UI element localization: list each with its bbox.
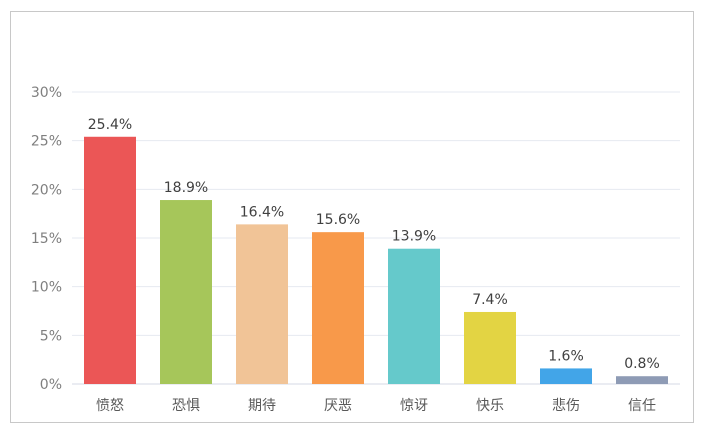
x-tick-label: 期待 — [248, 398, 276, 414]
x-tick-label: 快乐 — [476, 398, 504, 414]
y-tick-label: 30% — [31, 85, 62, 101]
bar — [464, 311, 516, 384]
y-tick-label: 5% — [40, 328, 62, 344]
y-tick-label: 25% — [31, 134, 62, 150]
bar — [540, 368, 592, 384]
x-tick-label: 恐惧 — [172, 398, 200, 414]
bar — [388, 248, 440, 384]
x-tick-label: 悲伤 — [552, 397, 580, 414]
bar — [160, 200, 212, 384]
y-tick-label: 20% — [31, 182, 62, 198]
data-label: 7.4% — [472, 292, 508, 308]
data-label: 1.6% — [548, 348, 584, 364]
bar — [312, 232, 364, 384]
x-tick-label: 惊讶 — [400, 398, 428, 414]
data-label: 25.4% — [88, 117, 132, 133]
bar — [616, 376, 668, 384]
y-tick-label: 10% — [31, 280, 62, 296]
data-label: 0.8% — [624, 356, 660, 372]
x-tick-label: 厌恶 — [324, 398, 352, 414]
data-label: 15.6% — [316, 212, 360, 228]
data-label: 18.9% — [164, 180, 208, 196]
x-tick-label: 愤怒 — [96, 398, 124, 414]
y-tick-label: 15% — [31, 231, 62, 247]
data-label: 16.4% — [240, 204, 284, 220]
bar — [236, 224, 288, 384]
data-label: 13.9% — [392, 229, 436, 245]
x-tick-label: 信任 — [628, 398, 656, 414]
bar — [84, 136, 136, 384]
y-tick-label: 0% — [40, 377, 62, 393]
